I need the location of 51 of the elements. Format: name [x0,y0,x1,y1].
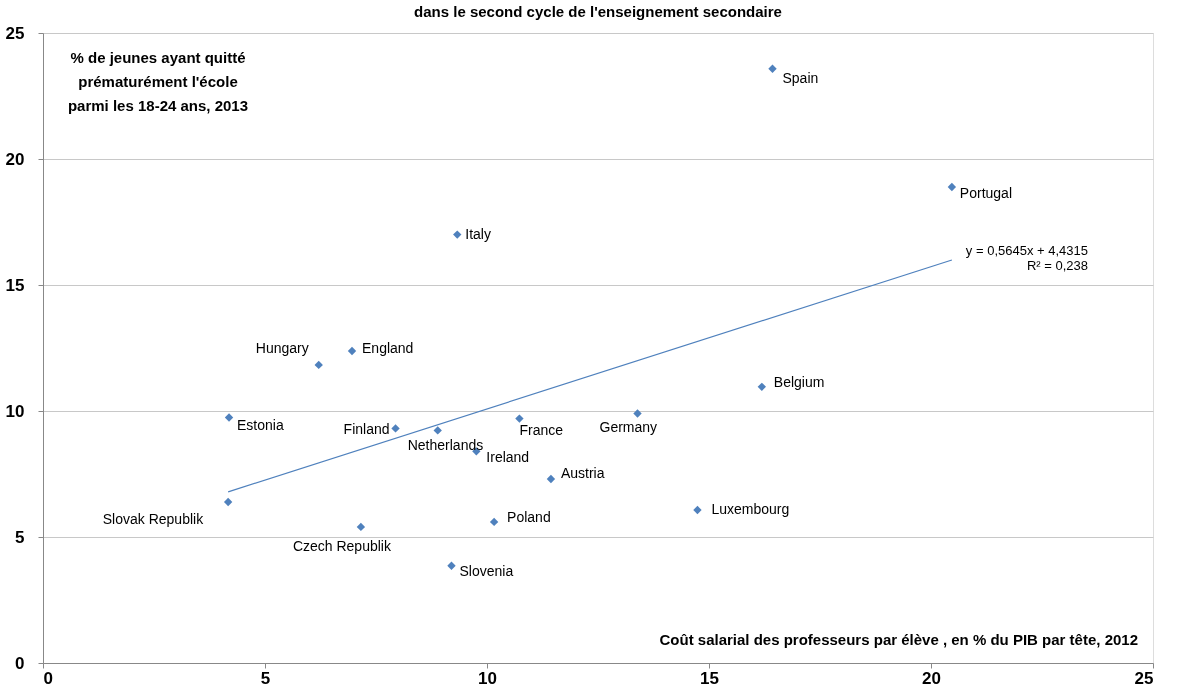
point [223,497,233,507]
point [546,474,556,484]
y-tick-label: 15 [5,275,25,295]
point [768,64,777,73]
x-axis-title: Coût salarial des professeurs par élève , en % du PIB par tête, 2012 [659,631,1138,648]
annotation: Portugal [959,184,1013,201]
annotation: Luxembourg [711,501,790,518]
annotation: Poland [507,508,551,525]
point [947,182,957,192]
annotation: Slovak Republik [102,510,205,527]
x-tick-label: 5 [260,668,271,688]
chart-title: dans le second cycle de l'enseignement secondaire [414,3,782,20]
point [447,561,456,570]
annotation: Italy [465,225,491,242]
annotation: Estonia [237,416,284,433]
point [347,346,357,356]
annotation: Austria [560,465,605,482]
annotation: Hungary [255,339,309,356]
point [489,517,499,527]
point [433,426,442,435]
y-tick-label: 10 [5,401,25,421]
annotation: Finland [343,421,390,438]
point [356,522,366,532]
x-tick-label: 20 [922,668,941,688]
x-tick-label: 15 [700,668,719,688]
y-tick-label: 5 [15,527,25,547]
y-axis-title: % de jeunes ayant quitté prématurément l'école parmi les 18-24 ans, 2013 [67,49,249,114]
point [391,424,400,433]
y-tick-label: 20 [5,149,25,169]
point [515,414,524,423]
annotation: England [362,340,414,357]
annotation: Czech Republik [292,537,392,554]
annotation: Spain [782,69,819,86]
annotation: Ireland [486,449,530,466]
point [314,360,323,370]
annotation: Netherlands [407,437,484,454]
annotation: Belgium [773,373,825,390]
y-tick-label: 0 [15,653,25,673]
annotation: y = 0,5645x + 4,4315 R² = 0,238 [965,243,1088,273]
x-tick-label: 10 [478,668,497,688]
annotation: Slovenia [459,562,514,579]
point [757,382,767,391]
point [224,413,234,422]
point [453,230,462,239]
x-tick-label: 0 [43,668,53,688]
annotation: Germany [599,418,658,435]
x-tick-label: 25 [1134,668,1154,688]
annotation: France [519,421,564,438]
y-tick-label: 25 [5,23,25,43]
point [693,505,702,515]
point [633,409,642,418]
